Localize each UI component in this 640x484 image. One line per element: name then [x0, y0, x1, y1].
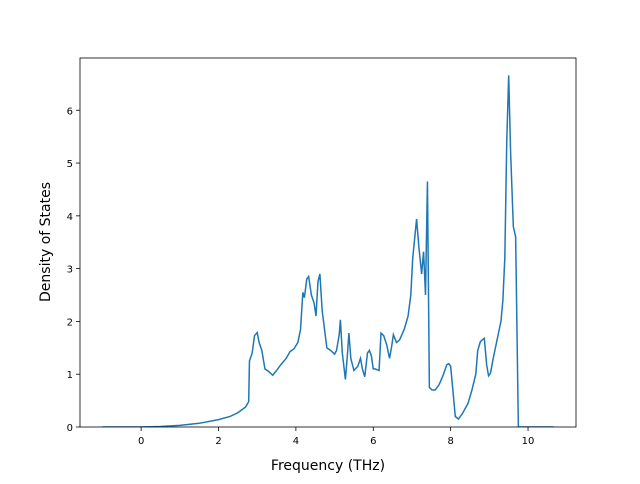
- x-tick-label: 8: [447, 436, 453, 447]
- x-tick-label: 4: [293, 436, 299, 447]
- x-tick-label: 6: [370, 436, 376, 447]
- y-tick-label: 6: [67, 106, 73, 117]
- x-tick-label: 0: [138, 436, 144, 447]
- y-axis-label: Density of States: [38, 182, 54, 302]
- line: [102, 75, 554, 427]
- x-tick-label: 2: [215, 436, 221, 447]
- y-tick-label: 4: [67, 212, 73, 223]
- y-tick-label: 5: [67, 159, 73, 170]
- x-tick-label: 10: [522, 436, 535, 447]
- y-tick-label: 2: [67, 317, 73, 328]
- x-axis-label: Frequency (THz): [271, 458, 385, 474]
- y-tick-label: 3: [67, 265, 73, 276]
- y-tick-label: 0: [67, 423, 73, 434]
- axes-frame: [79, 57, 577, 428]
- y-tick-label: 1: [67, 370, 73, 381]
